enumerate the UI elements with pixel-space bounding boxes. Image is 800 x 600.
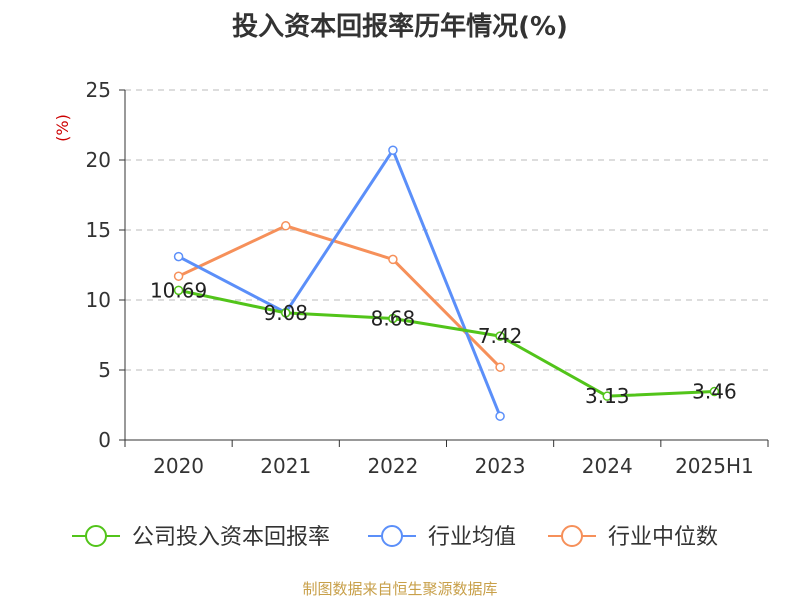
series-line bbox=[178, 288, 715, 398]
series-line bbox=[177, 224, 502, 369]
x-tick-label: 2024 bbox=[582, 454, 633, 478]
grid-lines bbox=[125, 89, 768, 371]
series-point bbox=[709, 386, 720, 397]
data-label: 7.42 bbox=[478, 324, 523, 348]
data-label: 9.08 bbox=[263, 301, 308, 325]
series-point bbox=[388, 254, 398, 265]
y-tick-label: 20 bbox=[86, 148, 111, 172]
series-point bbox=[602, 391, 612, 401]
series-point bbox=[173, 251, 184, 262]
y-axis-unit-label: (%) bbox=[53, 114, 72, 142]
axes: 0 5 10 15 20 25 2020 2021 2022 2023 2024 2025H1 bbox=[86, 78, 769, 478]
data-label: 8.68 bbox=[371, 306, 416, 330]
y-tick-label: 15 bbox=[86, 218, 111, 242]
series-point bbox=[495, 411, 505, 421]
x-tick-label: 2022 bbox=[367, 454, 418, 478]
legend: 公司投入资本回报率 行业均值 行业中位数 bbox=[72, 525, 718, 550]
data-label: 3.46 bbox=[692, 380, 737, 404]
series-point bbox=[173, 285, 184, 296]
y-tick-label: 10 bbox=[86, 288, 111, 312]
legend-swatch-marker bbox=[561, 525, 583, 547]
series-point bbox=[281, 308, 291, 318]
data-labels: 10.69 9.08 8.68 7.42 3.13 3.46 bbox=[150, 278, 737, 408]
data-label: 10.69 bbox=[150, 278, 207, 302]
x-tick-label: 2020 bbox=[153, 454, 204, 478]
data-label: 3.13 bbox=[585, 384, 630, 408]
legend-label: 公司投入资本回报率 bbox=[132, 525, 330, 550]
chart-title: 投入资本回报率历年情况(%) bbox=[232, 12, 568, 42]
legend-swatch-marker bbox=[85, 525, 107, 547]
series-point bbox=[388, 313, 398, 324]
series-group bbox=[173, 145, 720, 421]
x-tick-label: 2023 bbox=[475, 454, 526, 478]
series-point bbox=[281, 221, 291, 231]
series-point bbox=[173, 271, 184, 281]
legend-label: 行业均值 bbox=[428, 525, 516, 550]
x-tick-label: 2025H1 bbox=[675, 454, 754, 478]
source-footer: 制图数据来自恒生聚源数据库 bbox=[302, 580, 498, 598]
series-point bbox=[495, 362, 505, 372]
legend-swatch-marker bbox=[381, 525, 403, 547]
x-tick-label: 2021 bbox=[260, 454, 311, 478]
y-tick-label: 5 bbox=[98, 358, 111, 382]
series-line bbox=[177, 148, 502, 417]
y-tick-label: 0 bbox=[98, 428, 111, 452]
series-point bbox=[495, 331, 505, 341]
series-point bbox=[388, 145, 398, 155]
legend-label: 行业中位数 bbox=[608, 525, 718, 550]
y-tick-label: 25 bbox=[86, 78, 111, 102]
